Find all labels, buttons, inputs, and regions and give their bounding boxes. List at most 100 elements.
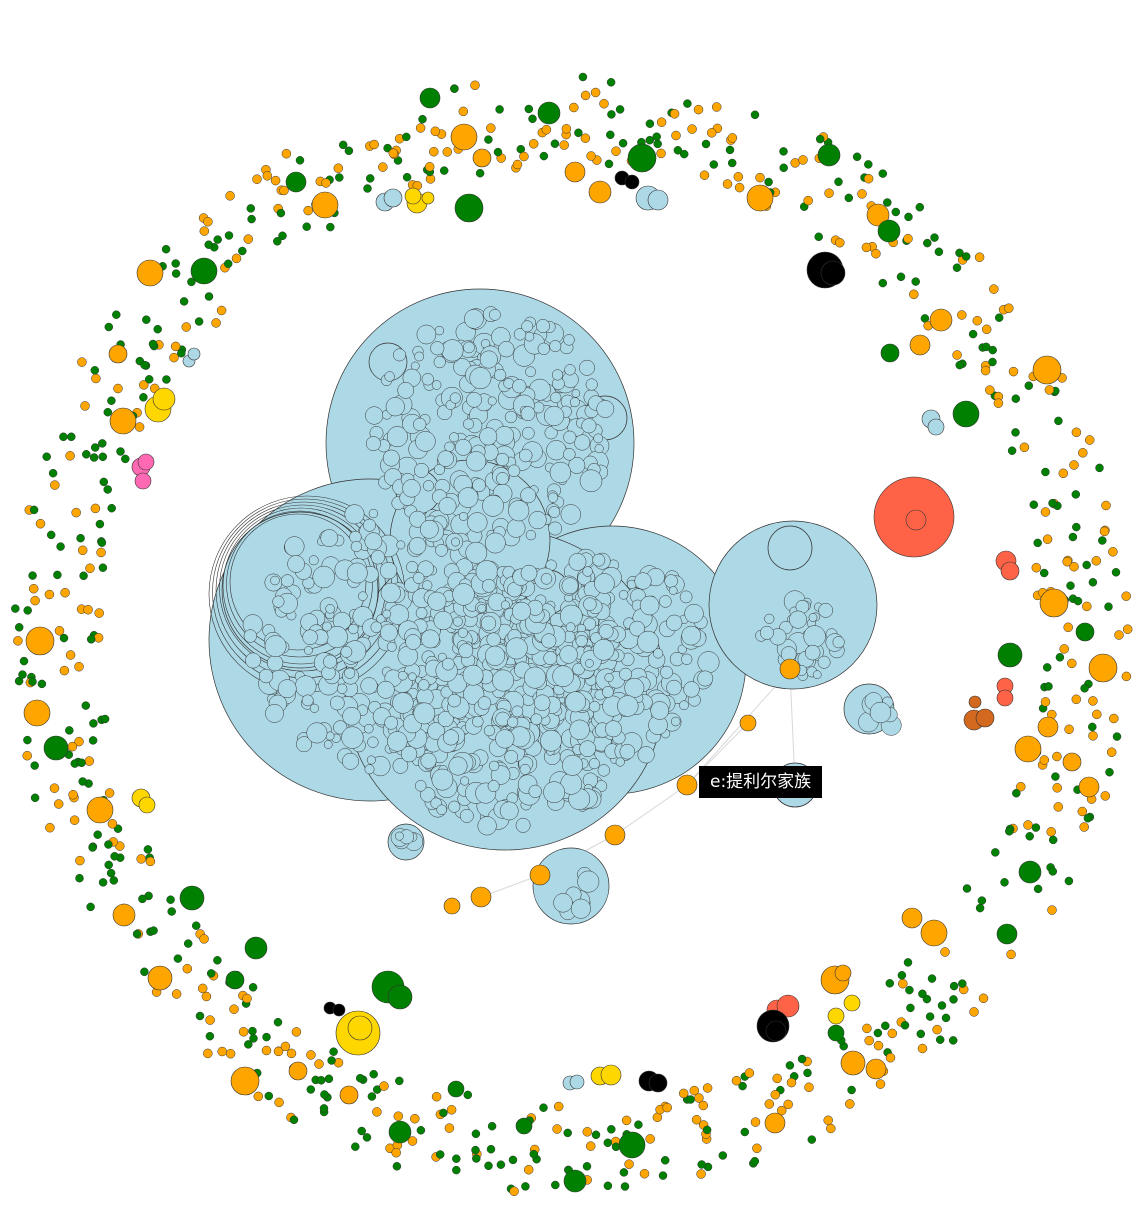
orange-node[interactable]: [225, 1048, 236, 1059]
member-bubble[interactable]: [596, 400, 615, 418]
member-bubble[interactable]: [460, 776, 470, 786]
green-node[interactable]: [495, 105, 504, 114]
green-node[interactable]: [194, 317, 204, 326]
member-bubble[interactable]: [322, 621, 332, 632]
member-bubble[interactable]: [348, 623, 359, 635]
orange-node[interactable]: [217, 1046, 227, 1057]
orange-node[interactable]: [67, 741, 78, 752]
green-node[interactable]: [904, 212, 913, 222]
orange-node[interactable]: [429, 146, 439, 157]
member-bubble[interactable]: [515, 817, 531, 833]
member-bubble[interactable]: [511, 705, 524, 718]
orange-node[interactable]: [25, 626, 55, 656]
green-node[interactable]: [524, 104, 534, 114]
green-node[interactable]: [475, 168, 485, 178]
green-node[interactable]: [1018, 860, 1042, 884]
orange-node[interactable]: [676, 774, 698, 796]
orange-node[interactable]: [450, 123, 478, 151]
green-node[interactable]: [1055, 653, 1065, 662]
green-node[interactable]: [249, 1034, 258, 1043]
green-node[interactable]: [29, 505, 39, 515]
orange-node[interactable]: [929, 308, 953, 332]
orange-node[interactable]: [1039, 755, 1050, 765]
green-node[interactable]: [915, 202, 925, 212]
member-bubble[interactable]: [392, 692, 414, 714]
member-bubble[interactable]: [346, 562, 368, 584]
member-bubble[interactable]: [441, 657, 455, 671]
member-bubble[interactable]: [344, 504, 365, 525]
member-bubble[interactable]: [697, 670, 714, 687]
green-node[interactable]: [187, 277, 196, 287]
green-node[interactable]: [138, 894, 147, 904]
green-node[interactable]: [173, 954, 183, 963]
green-node[interactable]: [785, 1061, 795, 1070]
green-node[interactable]: [539, 1103, 548, 1112]
orange-node[interactable]: [1004, 303, 1014, 313]
green-node[interactable]: [925, 1012, 935, 1021]
green-node[interactable]: [660, 1156, 670, 1165]
orange-node[interactable]: [678, 1088, 689, 1099]
member-bubble[interactable]: [869, 701, 892, 724]
member-bubble[interactable]: [560, 504, 581, 525]
green-node[interactable]: [320, 1090, 329, 1099]
orange-node[interactable]: [940, 947, 950, 957]
green-node[interactable]: [23, 606, 32, 615]
orange-node[interactable]: [604, 824, 626, 846]
green-node[interactable]: [351, 1142, 360, 1151]
green-node[interactable]: [883, 198, 892, 207]
orange-node[interactable]: [169, 352, 179, 363]
member-bubble[interactable]: [540, 729, 562, 752]
green-node[interactable]: [864, 160, 873, 169]
orange-node[interactable]: [1121, 591, 1131, 601]
green-node[interactable]: [179, 297, 189, 306]
green-node[interactable]: [435, 1150, 445, 1159]
orange-node[interactable]: [582, 1127, 593, 1137]
orange-node[interactable]: [77, 545, 88, 556]
gold-node[interactable]: [152, 387, 176, 411]
green-node[interactable]: [618, 1131, 646, 1159]
green-node[interactable]: [248, 1026, 257, 1036]
member-bubble[interactable]: [537, 342, 550, 355]
member-bubble[interactable]: [808, 613, 818, 622]
member-bubble[interactable]: [431, 380, 442, 390]
member-bubble[interactable]: [541, 633, 557, 649]
member-bubble[interactable]: [435, 543, 448, 557]
green-node[interactable]: [166, 895, 175, 904]
member-bubble[interactable]: [350, 540, 363, 553]
orange-node[interactable]: [862, 1023, 872, 1034]
member-bubble[interactable]: [284, 536, 305, 557]
member-bubble[interactable]: [465, 541, 488, 564]
member-bubble[interactable]: [487, 396, 497, 406]
green-node[interactable]: [718, 1151, 728, 1160]
tomato-node[interactable]: [905, 509, 927, 531]
member-bubble[interactable]: [320, 529, 339, 547]
orange-node[interactable]: [69, 815, 80, 825]
gold-node[interactable]: [421, 191, 435, 205]
member-bubble[interactable]: [486, 632, 501, 647]
member-bubble[interactable]: [408, 672, 417, 681]
member-bubble[interactable]: [479, 427, 498, 446]
member-bubble[interactable]: [385, 397, 405, 417]
orange-node[interactable]: [68, 789, 78, 800]
orange-node[interactable]: [764, 1099, 775, 1109]
green-node[interactable]: [1064, 876, 1074, 886]
member-bubble[interactable]: [449, 392, 461, 404]
member-bubble[interactable]: [379, 561, 398, 580]
green-node[interactable]: [59, 633, 69, 643]
member-bubble[interactable]: [818, 603, 834, 618]
green-node[interactable]: [1041, 467, 1050, 477]
orange-node[interactable]: [393, 1111, 404, 1121]
member-bubble[interactable]: [280, 574, 294, 588]
green-node[interactable]: [223, 259, 233, 269]
green-node[interactable]: [1068, 532, 1078, 542]
green-node[interactable]: [521, 1182, 530, 1191]
member-bubble[interactable]: [504, 410, 518, 424]
green-node[interactable]: [645, 119, 655, 128]
member-bubble[interactable]: [360, 677, 378, 695]
member-bubble[interactable]: [413, 417, 427, 432]
green-node[interactable]: [264, 1091, 274, 1101]
orange-node[interactable]: [662, 1102, 672, 1113]
member-bubble[interactable]: [258, 668, 274, 684]
member-bubble[interactable]: [565, 691, 587, 713]
